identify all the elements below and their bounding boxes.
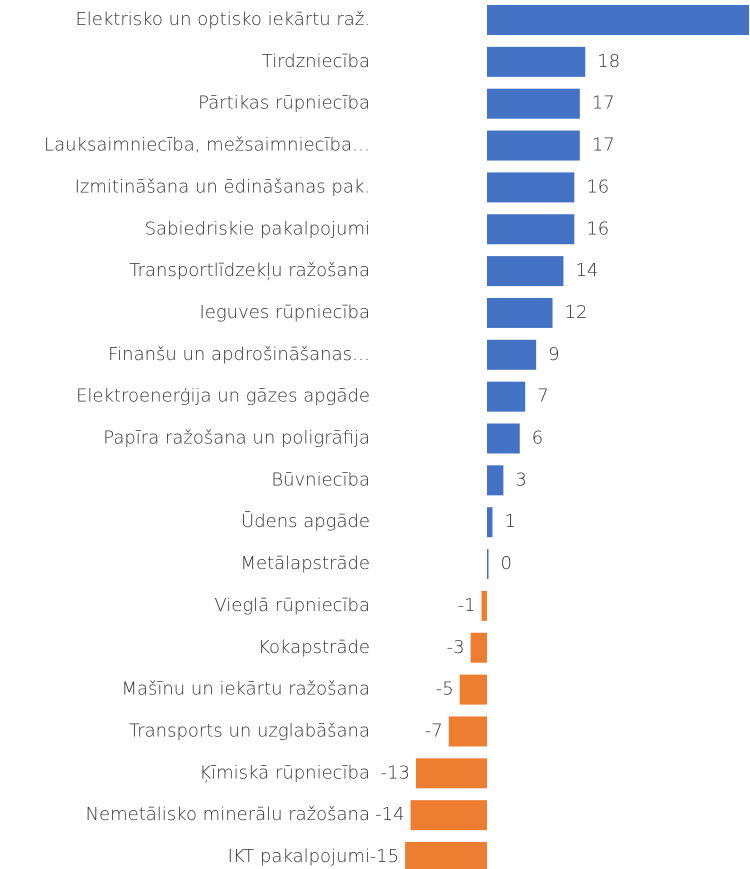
- category-label: Metālapstrāde: [240, 553, 370, 574]
- category-label: Transports un uzglabāšana: [129, 720, 370, 741]
- category-label: Ūdens apgāde: [241, 511, 370, 532]
- bar: [487, 172, 575, 203]
- category-label: Transportlīdzekļu ražošana: [129, 260, 370, 281]
- category-label: Sabiedriskie pakalpojumi: [145, 218, 370, 239]
- value-label: 1: [504, 511, 515, 532]
- value-label: 17: [592, 135, 615, 156]
- value-label: -7: [425, 720, 443, 741]
- bar: [487, 549, 489, 580]
- bar: [487, 130, 580, 161]
- bar: [487, 423, 520, 454]
- category-label: Mašīnu un iekārtu ražošana: [121, 679, 370, 700]
- value-label: 18: [597, 51, 620, 72]
- bar: [487, 214, 575, 245]
- category-label: Kokapstrāde: [258, 637, 370, 658]
- bar: [487, 88, 580, 119]
- bar: [487, 339, 537, 370]
- value-label: 14: [575, 260, 598, 281]
- bar: [410, 800, 487, 831]
- category-label: Izmitināšana un ēdināšanas pak.: [75, 176, 370, 197]
- bar: [487, 256, 564, 287]
- category-label: Pārtikas rūpniecība: [198, 93, 370, 114]
- value-label: -14: [375, 804, 404, 825]
- value-label: -15: [370, 846, 399, 867]
- category-label: Nemetālisko minerālu ražošana: [86, 804, 370, 825]
- category-label: Elektrisko un optisko iekārtu raž.: [75, 9, 370, 30]
- bar: [487, 381, 526, 412]
- value-label: 0: [501, 553, 512, 574]
- value-label: 3: [515, 469, 526, 490]
- bar: [487, 46, 586, 77]
- category-label: Ieguves rūpniecība: [200, 302, 371, 323]
- category-label: Papīra ražošana un poligrāfija: [103, 428, 370, 449]
- bar: [470, 632, 487, 663]
- value-label: 9: [548, 344, 559, 365]
- category-label: Būvniecība: [271, 469, 370, 490]
- bar: [487, 5, 750, 35]
- category-label: IKT pakalpojumi: [228, 846, 370, 867]
- value-label: -13: [381, 762, 410, 783]
- category-label: Vieglā rūpniecība: [214, 595, 370, 616]
- category-label: Elektroenerģija un gāzes apgāde: [76, 386, 370, 407]
- value-label: -1: [458, 595, 476, 616]
- value-label: 16: [586, 176, 609, 197]
- category-label: Finanšu un apdrošināšanas…: [108, 344, 370, 365]
- value-label: 7: [537, 386, 548, 407]
- category-label: Ķīmiskā rūpniecība: [199, 762, 370, 783]
- value-label: 16: [586, 218, 609, 239]
- value-label: -3: [447, 637, 465, 658]
- bar: [459, 674, 487, 705]
- bar: [487, 507, 493, 538]
- category-label: Tirdzniecība: [262, 51, 370, 72]
- bar: [448, 716, 487, 747]
- value-label: 17: [592, 93, 615, 114]
- value-label: 6: [532, 428, 543, 449]
- bar: [405, 842, 487, 869]
- value-label: 12: [565, 302, 588, 323]
- bar: [481, 590, 487, 621]
- bar: [487, 297, 553, 328]
- bar: [416, 758, 487, 789]
- category-label: Lauksaimniecība, mežsaimniecība…: [44, 135, 370, 156]
- value-label: -5: [436, 679, 454, 700]
- bar: [487, 465, 504, 496]
